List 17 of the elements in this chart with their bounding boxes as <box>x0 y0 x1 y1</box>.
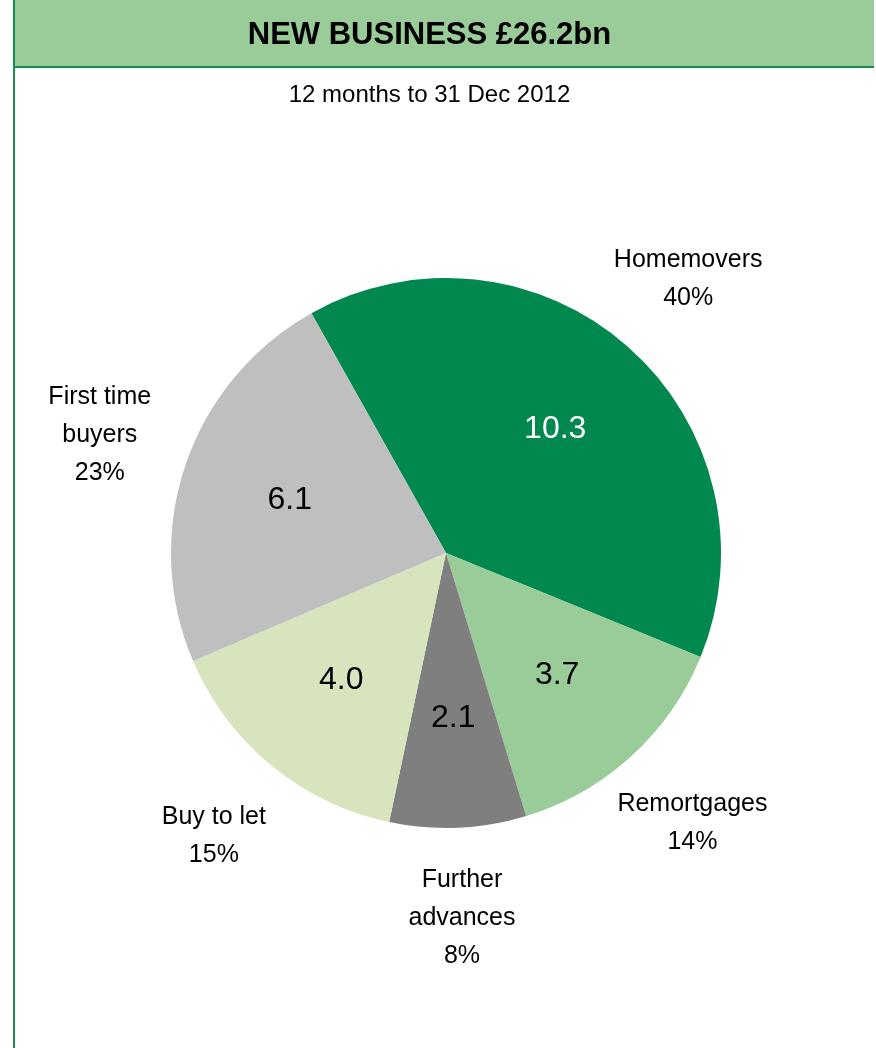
chart-subtitle: 12 months to 31 Dec 2012 <box>287 80 572 108</box>
data-label: 6.1 <box>267 479 313 516</box>
data-label: 4.0 <box>319 660 364 697</box>
slice-label: Remortgages <box>617 788 768 817</box>
text: 23% <box>74 457 125 486</box>
text: 40% <box>663 281 714 310</box>
chart-title: NEW BUSINESS £26.2bn <box>15 0 874 68</box>
data-label: 10.3 <box>524 409 587 446</box>
text: 15% <box>188 838 239 867</box>
slice-label: Further advances <box>408 864 516 931</box>
data-label: 2.1 <box>430 697 476 734</box>
slice-label: Homemovers <box>613 243 763 272</box>
text: 14% <box>667 826 718 855</box>
slice-label: First time buyers <box>48 381 152 448</box>
data-label: 3.7 <box>534 654 580 691</box>
slice-label: Buy to let <box>161 800 266 829</box>
text: 8% <box>443 940 481 969</box>
